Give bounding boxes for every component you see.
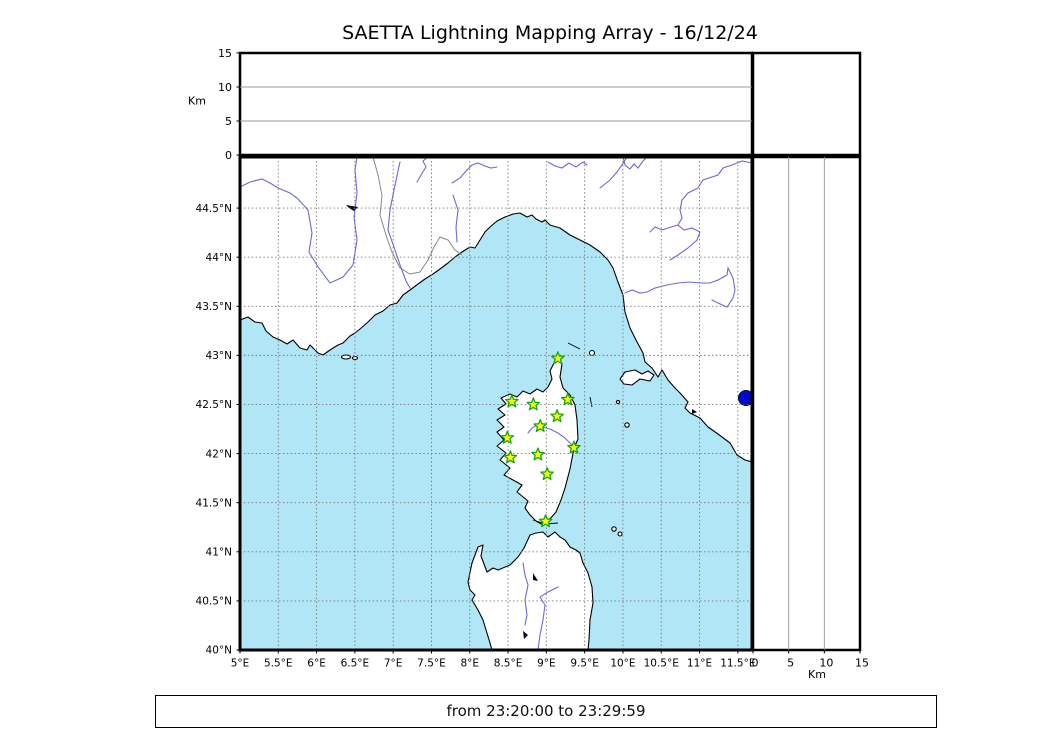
alt-lat-panel-gridlines — [788, 157, 825, 650]
lma-station-marker — [533, 418, 548, 432]
alt-tick-label: 0 — [752, 657, 759, 670]
islet-line-2 — [589, 396, 593, 408]
lma-station-marker — [526, 397, 541, 411]
sardinia-lake-1 — [533, 573, 538, 581]
lma-station-marker — [567, 440, 581, 454]
lake-bolsena — [738, 390, 752, 406]
river-serchio-system — [669, 160, 752, 261]
time-range-box: from 23:20:00 to 23:29:59 — [155, 695, 937, 728]
lma-station-marker — [503, 450, 518, 464]
lat-tick-label: 41.5°N — [196, 497, 232, 509]
lma-station-marker — [550, 409, 564, 423]
lat-tick-label: 44.5°N — [196, 203, 232, 215]
lma-station-marker — [560, 392, 575, 406]
maddalena-islet — [611, 526, 617, 532]
lat-tick-label: 44°N — [206, 252, 232, 264]
sardinia-river-1 — [522, 562, 529, 626]
sardinia-lake-2 — [523, 631, 528, 639]
pianosa-island — [615, 399, 621, 405]
river-branch — [649, 224, 679, 233]
golo-river-corsica — [527, 424, 575, 448]
alt-tick-label: 10 — [819, 657, 833, 670]
time-range-text: from 23:20:00 to 23:29:59 — [446, 702, 646, 720]
alt-tick-label: 15 — [855, 657, 869, 670]
alt-lat-panel-frame — [751, 155, 862, 652]
lma-station-marker — [531, 447, 545, 461]
lat-tick-label: 43°N — [206, 350, 232, 362]
alt-tick-label: 10 — [218, 81, 232, 94]
lon-tick-label: 7°E — [384, 658, 403, 670]
lake-serre-poncon — [346, 205, 358, 211]
altitude-longitude-panel — [238, 51, 754, 157]
alt-lon-panel-gridlines — [240, 86, 752, 122]
lat-tick-label: 40.5°N — [196, 596, 232, 608]
river-north-1 — [416, 157, 429, 183]
alt-tick-label: 15 — [218, 47, 232, 60]
lon-tick-label: 6.5°E — [341, 658, 370, 670]
lma-station-marker — [538, 514, 553, 528]
lon-tick-label: 8.5°E — [494, 658, 523, 670]
france-italy-border-line — [372, 157, 463, 275]
river-tanaro — [451, 162, 498, 184]
map-panel — [238, 155, 754, 652]
lon-tick-label: 7.5°E — [417, 658, 446, 670]
lat-tick-label: 41°N — [206, 546, 232, 558]
alt-tick-label: 0 — [225, 149, 232, 162]
alt-axis-unit-label-right: Km — [808, 668, 826, 681]
river-northeast — [599, 157, 628, 189]
river-piedmont — [452, 194, 459, 243]
sardinia-river-2 — [537, 586, 559, 650]
capraia-island — [588, 349, 596, 357]
alt-axis-unit-label-top: Km — [188, 95, 206, 108]
lma-station-marker — [505, 394, 519, 408]
lakes — [346, 205, 752, 639]
lon-tick-label: 11°E — [687, 658, 712, 670]
lma-stations-layer — [500, 351, 581, 528]
lon-tick-label: 10°E — [610, 658, 635, 670]
map-graticule — [240, 157, 752, 650]
elba-island — [619, 369, 655, 386]
lon-tick-label: 10.5°E — [644, 658, 679, 670]
alt-tick-label: 5 — [787, 657, 794, 670]
lma-station-marker — [540, 467, 554, 481]
var-river — [387, 161, 411, 289]
alt-lon-panel-frame — [238, 51, 754, 157]
landmasses — [240, 157, 752, 650]
altitude-latitude-panel — [751, 155, 862, 652]
lat-tick-label: 42.5°N — [196, 399, 232, 411]
lon-tick-label: 5°E — [231, 658, 250, 670]
lma-station-marker — [551, 351, 565, 365]
durance-river — [240, 157, 358, 284]
river-top-center — [622, 157, 648, 170]
river-top-squiggle — [547, 161, 588, 169]
maddalena-islet-2 — [617, 531, 623, 537]
histogram-panel-frame — [751, 51, 862, 157]
lat-tick-label: 42°N — [206, 448, 232, 460]
lon-tick-label: 6°E — [307, 658, 326, 670]
histogram-panel — [751, 51, 862, 157]
map-panel-frame — [238, 155, 754, 652]
mainland-coastline — [240, 157, 752, 463]
axis-labels: 0 5 10 15 0 5 10 15 5°E 5.5°E 6°E 6.5°E 7°E 7.5°E 8°E 8… — [196, 47, 869, 670]
lat-tick-label: 43.5°N — [196, 301, 232, 313]
islet-line — [567, 342, 581, 350]
arno-river — [624, 266, 736, 308]
alt-tick-label: 5 — [225, 115, 232, 128]
giglio-island — [624, 422, 630, 428]
lon-tick-label: 8°E — [460, 658, 479, 670]
lon-tick-label: 9°E — [537, 658, 556, 670]
figure-title: SAETTA Lightning Mapping Array - 16/12/2… — [342, 22, 758, 44]
orbetello-lagoon — [692, 409, 697, 414]
lon-tick-label: 11.5°E — [720, 658, 755, 670]
lon-tick-label: 5.5°E — [264, 658, 293, 670]
sardinia-island — [467, 531, 594, 650]
rivers — [240, 157, 752, 650]
lma-station-marker — [500, 430, 515, 444]
lat-tick-label: 40°N — [206, 645, 232, 657]
lon-tick-label: 9.5°E — [570, 658, 599, 670]
